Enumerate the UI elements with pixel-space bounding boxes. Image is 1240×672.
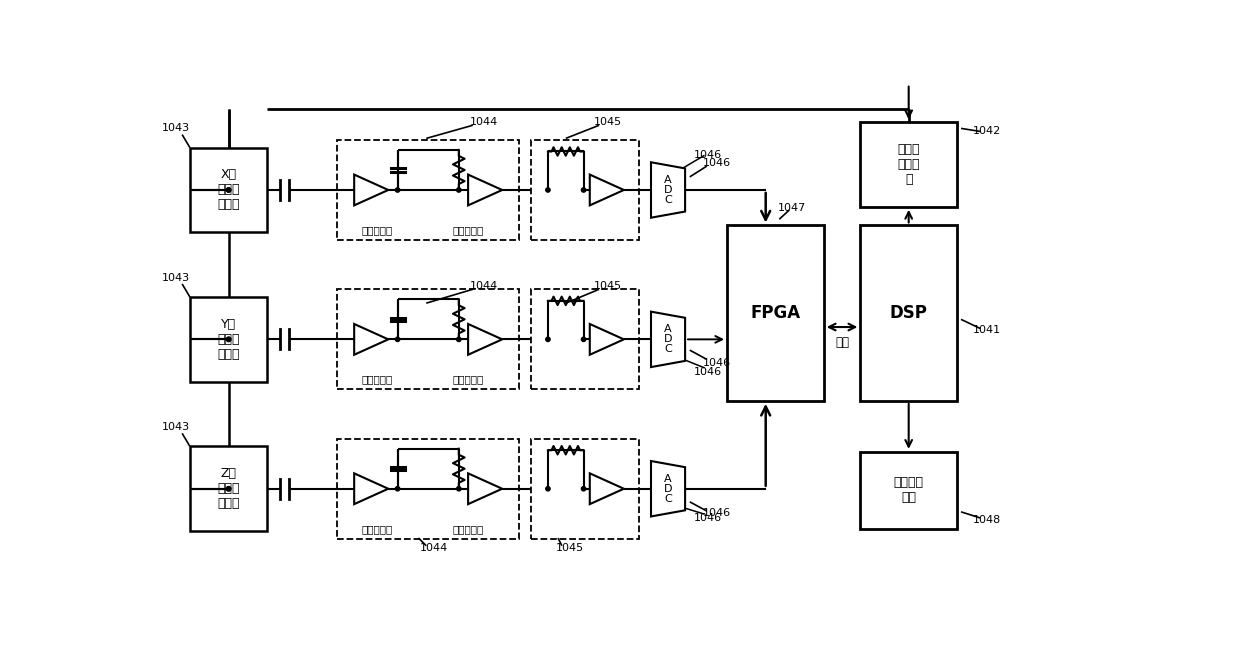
Polygon shape [355,175,388,206]
Circle shape [396,487,399,491]
Text: 1041: 1041 [972,325,1001,335]
Text: 1044: 1044 [470,117,498,127]
Polygon shape [651,461,684,517]
Circle shape [227,487,231,491]
Text: A
D
C: A D C [663,325,672,354]
Text: Z轴
磁通门
传感器: Z轴 磁通门 传感器 [217,467,239,510]
Bar [190,446,268,531]
Polygon shape [590,324,624,355]
Bar [190,297,268,382]
Circle shape [227,337,231,341]
Circle shape [227,187,231,192]
Circle shape [227,187,231,192]
Polygon shape [469,324,502,355]
Polygon shape [651,312,684,367]
Text: Y轴
磁通门
传感器: Y轴 磁通门 传感器 [217,318,239,361]
Circle shape [396,187,399,192]
Text: 1046: 1046 [694,367,723,377]
Circle shape [456,337,461,341]
Text: 1044: 1044 [470,281,498,291]
Text: FPGA: FPGA [750,304,801,322]
Circle shape [546,187,551,192]
Text: 1046: 1046 [703,158,730,168]
Circle shape [227,487,231,491]
Circle shape [456,187,461,192]
Bar [337,290,520,389]
Text: 1043: 1043 [162,273,190,283]
Text: 1043: 1043 [162,124,190,133]
Text: 1045: 1045 [556,543,584,553]
Bar [861,225,957,401]
Text: 磁通门
驱动电
路: 磁通门 驱动电 路 [898,143,920,186]
Circle shape [396,337,399,341]
Text: X轴
磁通门
传感器: X轴 磁通门 传感器 [217,169,239,212]
Circle shape [582,187,585,192]
Circle shape [227,337,231,341]
Text: 1046: 1046 [703,509,730,518]
Text: 总线隔离
模块: 总线隔离 模块 [894,476,924,504]
Text: 1042: 1042 [972,126,1001,136]
Polygon shape [651,162,684,218]
Text: 1045: 1045 [594,281,622,291]
Polygon shape [469,175,502,206]
Bar [337,140,520,240]
Text: 1047: 1047 [779,204,806,214]
Bar [531,290,640,389]
Text: DSP: DSP [890,304,928,322]
Circle shape [546,337,551,341]
Circle shape [582,487,585,491]
Text: 高通滤波器: 高通滤波器 [362,523,393,534]
Text: 1046: 1046 [703,358,730,368]
Text: 1048: 1048 [972,515,1001,525]
Text: 低通滤波器: 低通滤波器 [453,225,484,235]
Text: 1044: 1044 [420,543,448,553]
Bar [190,148,268,233]
Bar [861,122,957,207]
Text: 高通滤波器: 高通滤波器 [362,225,393,235]
Polygon shape [355,473,388,504]
Polygon shape [590,473,624,504]
Text: 低通滤波器: 低通滤波器 [453,374,484,384]
Polygon shape [355,324,388,355]
Polygon shape [590,175,624,206]
Text: A
D
C: A D C [663,474,672,504]
Bar [531,140,640,240]
Text: 1046: 1046 [694,513,723,523]
Circle shape [456,487,461,491]
Bar [861,452,957,529]
Text: 1043: 1043 [162,422,190,432]
Bar [531,439,640,539]
Circle shape [546,487,551,491]
Text: 低通滤波器: 低通滤波器 [453,523,484,534]
Bar [727,225,823,401]
Bar [337,439,520,539]
Text: 1045: 1045 [594,117,622,127]
Polygon shape [469,473,502,504]
Circle shape [582,337,585,341]
Text: A
D
C: A D C [663,175,672,205]
Text: 高通滤波器: 高通滤波器 [362,374,393,384]
Text: 1046: 1046 [694,151,723,161]
Text: 总线: 总线 [835,336,849,349]
